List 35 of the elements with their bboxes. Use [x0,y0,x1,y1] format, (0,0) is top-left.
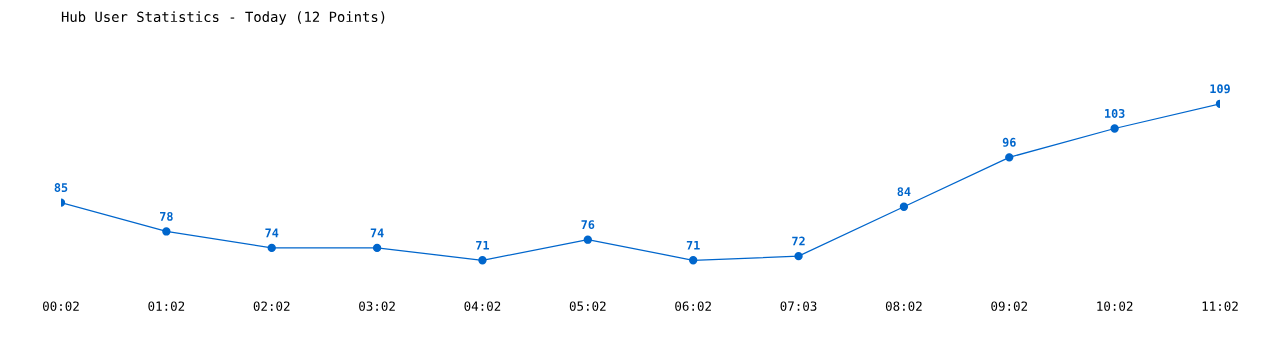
point [267,243,276,253]
point [372,243,382,253]
x-tick-label: 11:02 [1202,301,1238,311]
data-label: 76 [581,220,595,230]
x-tick-label: 03:02 [359,301,395,311]
x-tick-label: 00:02 [43,301,79,311]
point [1110,124,1119,133]
x-tick-label: 01:02 [148,301,185,311]
chart-title: Hub User Statistics - Today (12 Points) [61,11,385,25]
data-label: 72 [792,236,805,246]
data-label: 85 [54,183,68,193]
x-tick-label: 05:02 [569,301,606,311]
x-tick-label: 08:02 [885,301,922,311]
point [794,251,803,261]
x-tick-label: 07:03 [780,301,817,311]
x-tick-label: 02:02 [253,301,290,311]
data-label: 74 [370,228,384,238]
data-label: 74 [265,228,279,238]
point [162,227,171,236]
point [1005,153,1014,162]
point [899,202,909,211]
x-tick-label: 06:02 [675,301,711,311]
data-label: 84 [897,187,911,197]
point [583,235,592,244]
x-tick-label: 10:02 [1097,301,1133,311]
x-tick-label: 04:02 [464,301,501,311]
data-label: 96 [1002,137,1016,147]
point [478,256,487,265]
point [689,256,698,265]
data-label: 71 [476,240,489,250]
data-label: 78 [160,211,173,221]
x-tick-label: 09:02 [991,301,1028,311]
data-label: 71 [686,240,700,250]
data-label: 109 [1210,84,1230,94]
data-label: 103 [1105,108,1125,118]
